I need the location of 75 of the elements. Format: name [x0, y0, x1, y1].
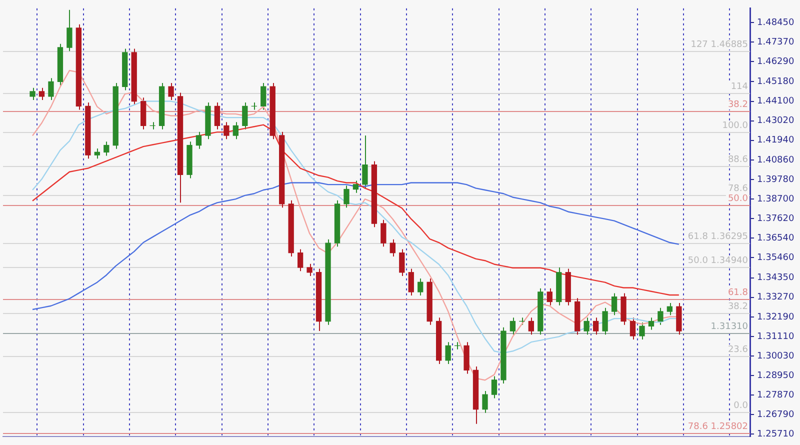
candlestick [214, 102, 220, 130]
candlestick [224, 122, 230, 140]
candlestick [592, 317, 599, 336]
candlestick [584, 317, 590, 336]
candlestick [611, 292, 618, 316]
ref-line-label: 1.31310 [710, 322, 748, 332]
y-tick-label: 1.39780 [757, 174, 794, 185]
y-tick-label: 1.26790 [757, 410, 794, 420]
candlestick [510, 317, 516, 336]
candlestick [602, 307, 608, 336]
y-tick-label: 1.31110 [757, 332, 794, 342]
y-tick-label: 1.47370 [757, 37, 794, 48]
annotation: 38.2 [728, 100, 748, 110]
candlestick [352, 180, 359, 194]
annotation: 78.6 1.25802 [688, 422, 748, 432]
y-tick-label: 1.27870 [757, 390, 794, 400]
candlestick [94, 148, 100, 160]
candlestick [66, 9, 72, 52]
candlestick [48, 78, 54, 101]
candlestick [390, 238, 396, 257]
y-tick-label: 1.48450 [757, 18, 794, 28]
annotation: 127 1.46885 [690, 40, 748, 50]
y-tick-label: 1.45180 [757, 77, 794, 88]
y-tick-label: 1.30030 [757, 351, 794, 362]
y-tick-label: 1.46290 [757, 56, 794, 67]
annotation: 78.6 [728, 184, 748, 194]
candlestick [491, 376, 498, 399]
candlestick [445, 342, 451, 364]
candlestick [418, 278, 424, 296]
candlestick [104, 141, 110, 156]
y-tick-label: 1.36540 [757, 234, 794, 244]
y-tick-label: 1.33270 [757, 292, 794, 303]
y-tick-label: 1.38700 [757, 194, 794, 204]
candlestick [648, 317, 654, 330]
annotation: 50.0 [728, 194, 748, 204]
candlestick [362, 135, 368, 189]
candlestick [232, 122, 239, 140]
candlestick [528, 317, 534, 336]
candlestick [260, 82, 266, 110]
annotation: 50.0 1.34940 [688, 256, 748, 266]
candlestick [196, 131, 202, 150]
candlestick [546, 288, 552, 306]
candlestick [666, 302, 673, 316]
y-tick-label: 1.41940 [757, 136, 794, 146]
candlestick [658, 307, 664, 326]
y-tick-label: 1.37620 [757, 214, 794, 224]
candlestick [306, 263, 312, 277]
annotation: 100.0 [722, 120, 748, 131]
candlestick [380, 219, 386, 248]
candlestick [399, 248, 405, 277]
candlestick [344, 185, 350, 208]
y-tick-label: 1.43020 [757, 116, 794, 126]
y-tick-label: 1.25710 [757, 430, 794, 440]
candlestick [30, 87, 36, 101]
y-tick-label: 1.35460 [757, 253, 794, 264]
candlestick [639, 322, 645, 340]
annotation: 0.0 [734, 400, 748, 411]
candlestick [630, 317, 636, 340]
y-tick-label: 1.44100 [757, 96, 794, 107]
y-tick-label: 1.40860 [757, 155, 794, 166]
candlestick [38, 87, 45, 101]
candlestick [408, 268, 414, 296]
y-tick-label: 1.34350 [757, 273, 794, 284]
annotation: 23.6 [728, 344, 748, 355]
candlestick [242, 102, 248, 130]
candlestick [168, 82, 174, 101]
candlestick [482, 390, 488, 414]
y-tick-label: 1.28950 [757, 370, 794, 381]
candlestick [297, 248, 304, 272]
annotation: 88.6 [728, 154, 748, 165]
annotation: 61.8 [728, 288, 748, 298]
annotation: 38.2 [728, 302, 748, 312]
annotation: 61.8 1.36295 [688, 232, 748, 242]
y-tick-label: 1.32190 [757, 312, 794, 322]
annotation: 114 [730, 82, 748, 92]
